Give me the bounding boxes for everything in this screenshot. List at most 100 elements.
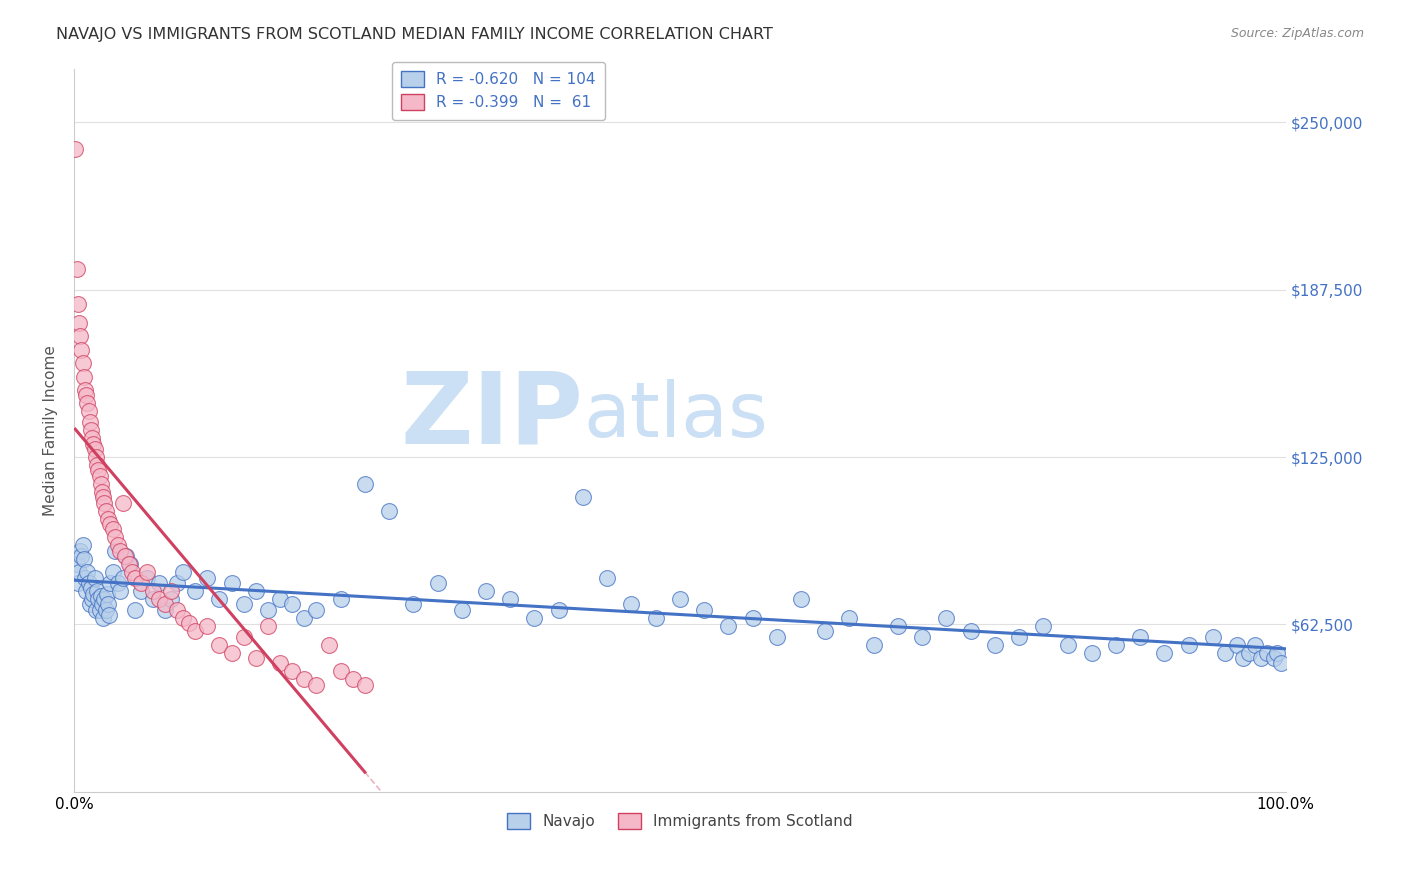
Point	[73, 571, 96, 585]
Text: Source: ZipAtlas.com: Source: ZipAtlas.com	[1230, 27, 1364, 40]
Point	[862, 638, 884, 652]
Point	[257, 603, 280, 617]
Point	[232, 598, 254, 612]
Point	[77, 576, 100, 591]
Point	[765, 630, 787, 644]
Point	[65, 262, 87, 277]
Point	[80, 582, 103, 596]
Point	[124, 603, 146, 617]
Point	[172, 611, 194, 625]
Point	[72, 356, 94, 370]
Point	[67, 316, 90, 330]
Point	[1213, 646, 1236, 660]
Point	[644, 611, 666, 625]
Point	[91, 611, 114, 625]
Point	[118, 558, 141, 572]
Point	[124, 571, 146, 585]
Point	[329, 592, 352, 607]
Point	[354, 678, 377, 692]
Text: atlas: atlas	[583, 379, 768, 453]
Point	[86, 458, 108, 472]
Point	[93, 592, 115, 607]
Point	[378, 503, 401, 517]
Point	[547, 603, 569, 617]
Point	[82, 436, 104, 450]
Point	[83, 442, 105, 456]
Point	[160, 592, 183, 607]
Point	[1244, 638, 1267, 652]
Point	[195, 619, 218, 633]
Point	[1202, 630, 1225, 644]
Point	[166, 576, 188, 591]
Point	[1232, 651, 1254, 665]
Point	[179, 616, 201, 631]
Point	[620, 598, 643, 612]
Point	[121, 566, 143, 580]
Point	[499, 592, 522, 607]
Point	[269, 592, 291, 607]
Point	[107, 576, 129, 591]
Point	[73, 369, 96, 384]
Point	[96, 587, 118, 601]
Point	[450, 603, 472, 617]
Point	[959, 624, 981, 639]
Point	[86, 584, 108, 599]
Point	[208, 638, 231, 652]
Point	[329, 665, 352, 679]
Point	[91, 598, 114, 612]
Point	[101, 566, 124, 580]
Point	[65, 558, 87, 572]
Point	[129, 576, 152, 591]
Point	[84, 603, 107, 617]
Point	[114, 549, 136, 564]
Point	[66, 576, 89, 591]
Point	[693, 603, 716, 617]
Point	[292, 673, 315, 687]
Point	[75, 584, 97, 599]
Point	[475, 584, 498, 599]
Point	[90, 590, 112, 604]
Point	[318, 638, 340, 652]
Point	[717, 619, 740, 633]
Point	[94, 503, 117, 517]
Point	[1129, 630, 1152, 644]
Point	[94, 603, 117, 617]
Point	[135, 566, 157, 580]
Point	[129, 584, 152, 599]
Point	[305, 678, 328, 692]
Point	[1081, 646, 1104, 660]
Point	[1056, 638, 1078, 652]
Point	[245, 584, 267, 599]
Point	[572, 490, 595, 504]
Point	[1250, 651, 1272, 665]
Point	[82, 431, 104, 445]
Point	[911, 630, 934, 644]
Point	[596, 571, 619, 585]
Point	[148, 576, 170, 591]
Point	[104, 530, 127, 544]
Point	[69, 329, 91, 343]
Point	[172, 566, 194, 580]
Point	[89, 468, 111, 483]
Point	[93, 495, 115, 509]
Point	[232, 630, 254, 644]
Point	[100, 516, 122, 531]
Point	[70, 549, 93, 564]
Point	[1153, 646, 1175, 660]
Point	[104, 544, 127, 558]
Point	[935, 611, 957, 625]
Point	[73, 552, 96, 566]
Point	[984, 638, 1007, 652]
Point	[76, 396, 98, 410]
Point	[100, 576, 122, 591]
Point	[741, 611, 763, 625]
Point	[669, 592, 692, 607]
Point	[426, 576, 449, 591]
Point	[108, 584, 131, 599]
Point	[402, 598, 425, 612]
Point	[245, 651, 267, 665]
Point	[1008, 630, 1031, 644]
Point	[1270, 657, 1292, 671]
Point	[208, 592, 231, 607]
Point	[87, 592, 110, 607]
